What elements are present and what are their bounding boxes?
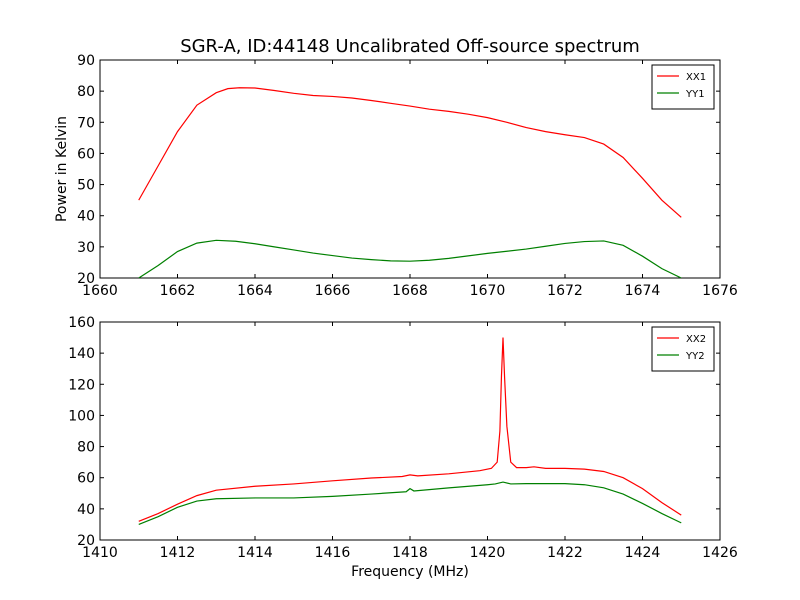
y-tick-label: 60 — [77, 471, 95, 487]
legend-entry: XX1 — [686, 72, 706, 83]
x-tick-label: 1420 — [470, 545, 506, 561]
y-tick-label: 50 — [77, 178, 95, 194]
y-tick-label: 70 — [77, 115, 95, 131]
x-tick-label: 1662 — [160, 283, 196, 299]
y-tick-label: 60 — [77, 146, 95, 162]
y-axis-label: Power in Kelvin — [54, 116, 70, 222]
y-tick-label: 30 — [77, 240, 95, 256]
series-line-yy2 — [138, 481, 682, 525]
series-line-xx1 — [138, 87, 682, 218]
x-tick-label: 1410 — [82, 545, 118, 561]
x-tick-label: 1668 — [392, 283, 428, 299]
plot-area — [99, 321, 721, 541]
legend: XX1 YY1 — [651, 64, 715, 110]
x-tick-label: 1672 — [547, 283, 583, 299]
legend-entry: YY2 — [685, 351, 705, 362]
x-axis-label: Frequency (MHz) — [351, 564, 469, 580]
y-tick-label: 80 — [77, 84, 95, 100]
top-subplot: 1660 1662 1664 1666 1668 1670 1672 1674 1676 20 30… — [77, 53, 738, 299]
series-line-yy1 — [138, 239, 682, 278]
x-tick-label: 1412 — [160, 545, 196, 561]
x-tick-label: 1670 — [470, 283, 506, 299]
legend-box — [651, 326, 715, 372]
x-tick-label: 1418 — [392, 545, 428, 561]
y-tick-label: 90 — [77, 53, 95, 69]
y-tick-label: 40 — [77, 209, 95, 225]
y-tick-label: 20 — [77, 533, 95, 549]
x-tick-label: 1426 — [702, 545, 738, 561]
legend: XX2 YY2 — [651, 326, 715, 372]
x-tick-label: 1674 — [625, 283, 661, 299]
x-tick-label: 1664 — [237, 283, 273, 299]
x-tick-label: 1676 — [702, 283, 738, 299]
y-tick-label: 40 — [77, 502, 95, 518]
x-tick-label: 1660 — [82, 283, 118, 299]
y-tick-label: 20 — [77, 271, 95, 287]
legend-box — [651, 64, 715, 110]
x-tick-label: 1422 — [547, 545, 583, 561]
legend-entry: XX2 — [686, 334, 706, 345]
legend-entry: YY1 — [685, 89, 705, 100]
y-tick-label: 140 — [68, 346, 95, 362]
x-tick-label: 1416 — [315, 545, 351, 561]
series-line-xx2 — [138, 337, 682, 522]
chart-title: SGR-A, ID:44148 Uncalibrated Off-source … — [180, 36, 640, 57]
x-tick-label: 1666 — [315, 283, 351, 299]
y-tick-label: 100 — [68, 408, 95, 424]
y-tick-label: 80 — [77, 440, 95, 456]
x-tick-label: 1414 — [237, 545, 273, 561]
y-tick-label: 120 — [68, 377, 95, 393]
bottom-subplot: 1410 1412 1414 1416 1418 1420 1422 1424 1426 20 40… — [68, 315, 738, 561]
x-tick-label: 1424 — [625, 545, 661, 561]
y-tick-label: 160 — [68, 315, 95, 331]
